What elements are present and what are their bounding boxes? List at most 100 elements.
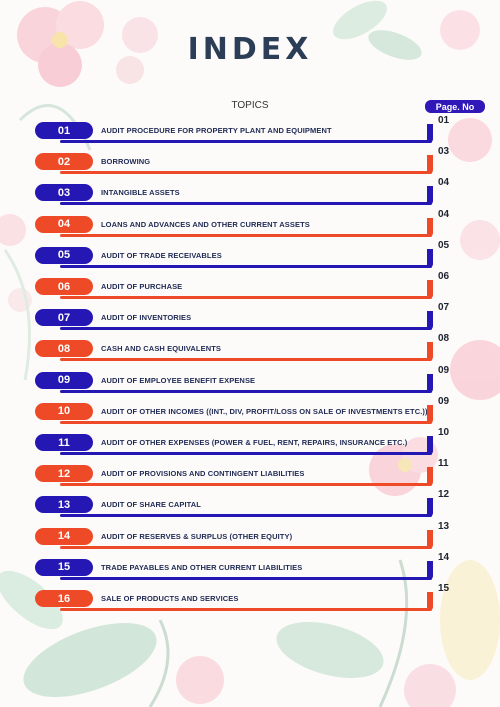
entry-topic: AUDIT OF TRADE RECEIVABLES bbox=[101, 250, 222, 260]
entry-number: 09 bbox=[35, 371, 93, 389]
index-row[interactable]: 08 CASH AND CASH EQUIVALENTS 08 bbox=[0, 333, 500, 362]
entry-connector bbox=[427, 592, 433, 611]
entry-page-number: 01 bbox=[438, 115, 450, 126]
entry-connector bbox=[427, 560, 433, 580]
entry-page-number: 05 bbox=[438, 239, 450, 251]
entry-underline bbox=[60, 264, 432, 268]
entry-underline bbox=[60, 452, 432, 455]
entry-page-number: 10 bbox=[438, 427, 450, 438]
page-title: INDEX bbox=[187, 32, 313, 67]
entry-topic: AUDIT OF EMPLOYEE BENEFIT EXPENSE bbox=[101, 375, 256, 385]
entry-topic: AUDIT OF OTHER EXPENSES (POWER & FUEL, R… bbox=[101, 438, 408, 447]
entry-page-number: 09 bbox=[438, 395, 450, 407]
entry-topic: AUDIT OF PROVISIONS AND CONTINGENT LIABI… bbox=[101, 469, 305, 479]
entry-topic: LOANS AND ADVANCES AND OTHER CURRENT ASS… bbox=[101, 219, 310, 229]
entry-number: 15 bbox=[35, 558, 93, 576]
entry-underline bbox=[60, 140, 432, 143]
entry-page-number: 06 bbox=[438, 271, 450, 282]
entry-connector bbox=[427, 280, 433, 299]
entry-topic: AUDIT OF SHARE CAPITAL bbox=[101, 500, 201, 510]
entry-connector bbox=[427, 498, 433, 518]
entry-connector bbox=[427, 342, 433, 362]
entry-underline bbox=[60, 296, 432, 299]
entry-topic: AUDIT PROCEDURE FOR PROPERTY PLANT AND E… bbox=[101, 126, 332, 135]
entry-topic: AUDIT OF INVENTORIES bbox=[101, 313, 192, 323]
entry-number: 13 bbox=[35, 496, 93, 514]
topics-header: TOPICS bbox=[231, 100, 269, 111]
entry-underline bbox=[60, 389, 432, 393]
index-row[interactable]: 14 AUDIT OF RESERVES & SURPLUS (OTHER EQU… bbox=[0, 521, 500, 549]
entry-number: 03 bbox=[35, 184, 93, 202]
index-row[interactable]: 03 INTANGIBLE ASSETS 04 bbox=[0, 177, 500, 206]
entry-connector bbox=[427, 248, 433, 268]
entry-connector bbox=[427, 217, 433, 237]
entry-number: 07 bbox=[35, 309, 93, 327]
entry-connector bbox=[427, 467, 433, 487]
entry-underline bbox=[60, 576, 432, 580]
entry-number: 10 bbox=[35, 402, 93, 420]
entry-number: 01 bbox=[35, 122, 93, 139]
index-row[interactable]: 10 AUDIT OF OTHER INCOMES ((INT., DIV, PR… bbox=[0, 396, 500, 424]
entry-underline bbox=[60, 420, 432, 424]
entry-number: 02 bbox=[35, 153, 93, 171]
entry-underline bbox=[60, 358, 432, 362]
entry-connector bbox=[427, 404, 433, 424]
entry-underline bbox=[60, 171, 432, 175]
entry-number: 08 bbox=[35, 340, 93, 358]
entry-connector bbox=[427, 186, 433, 206]
entry-page-number: 12 bbox=[438, 489, 450, 501]
index-row[interactable]: 16 SALE OF PRODUCTS AND SERVICES 15 bbox=[0, 583, 500, 611]
entry-page-number: 07 bbox=[438, 302, 450, 314]
leaf-decoration bbox=[333, 0, 500, 260]
entry-number: 06 bbox=[35, 278, 93, 295]
index-row[interactable]: 11 AUDIT OF OTHER EXPENSES (POWER & FUEL,… bbox=[0, 427, 500, 455]
entry-page-number: 15 bbox=[438, 583, 450, 594]
entry-page-number: 11 bbox=[438, 458, 449, 470]
entry-connector bbox=[427, 436, 433, 455]
entry-page-number: 04 bbox=[438, 208, 450, 220]
entry-topic: AUDIT OF OTHER INCOMES ((INT., DIV, PROF… bbox=[101, 406, 428, 416]
entry-connector bbox=[427, 124, 433, 143]
entry-number: 14 bbox=[35, 527, 93, 545]
entry-underline bbox=[60, 233, 432, 237]
index-row[interactable]: 04 LOANS AND ADVANCES AND OTHER CURRENT A… bbox=[0, 209, 500, 237]
index-row[interactable]: 05 AUDIT OF TRADE RECEIVABLES 05 bbox=[0, 240, 500, 268]
entry-page-number: 14 bbox=[438, 551, 450, 563]
entry-connector bbox=[427, 155, 433, 175]
index-row[interactable]: 13 AUDIT OF SHARE CAPITAL 12 bbox=[0, 489, 500, 518]
index-row[interactable]: 01 AUDIT PROCEDURE FOR PROPERTY PLANT AND… bbox=[0, 115, 500, 143]
entry-page-number: 03 bbox=[438, 146, 450, 158]
index-row[interactable]: 06 AUDIT OF PURCHASE 06 bbox=[0, 271, 500, 299]
entry-underline bbox=[60, 202, 432, 206]
bottom-leaf-decoration bbox=[0, 559, 500, 707]
entry-number: 12 bbox=[35, 465, 93, 483]
entry-page-number: 09 bbox=[438, 364, 450, 376]
entry-number: 05 bbox=[35, 246, 93, 264]
index-row[interactable]: 15 TRADE PAYABLES AND OTHER CURRENT LIABI… bbox=[0, 552, 500, 580]
entry-page-number: 04 bbox=[438, 177, 450, 189]
entry-number: 11 bbox=[35, 434, 93, 451]
entry-topic: SALE OF PRODUCTS AND SERVICES bbox=[101, 594, 239, 603]
entry-topic: AUDIT OF PURCHASE bbox=[101, 282, 183, 291]
flower-decoration bbox=[17, 1, 104, 87]
entry-connector bbox=[427, 529, 433, 549]
index-row[interactable]: 12 AUDIT OF PROVISIONS AND CONTINGENT LIA… bbox=[0, 458, 500, 487]
entry-underline bbox=[60, 608, 432, 611]
entry-number: 16 bbox=[35, 590, 93, 607]
entry-number: 04 bbox=[35, 215, 93, 233]
page-number-header: Page. No bbox=[425, 100, 485, 113]
entry-underline bbox=[60, 545, 432, 549]
entry-underline bbox=[60, 483, 432, 487]
entry-connector bbox=[427, 311, 433, 331]
index-row[interactable]: 09 AUDIT OF EMPLOYEE BENEFIT EXPENSE 09 bbox=[0, 365, 500, 393]
index-row[interactable]: 07 AUDIT OF INVENTORIES 07 bbox=[0, 302, 500, 331]
entry-connector bbox=[427, 373, 433, 393]
entry-topic: AUDIT OF RESERVES & SURPLUS (OTHER EQUIT… bbox=[101, 531, 293, 541]
entry-underline bbox=[60, 514, 432, 518]
entry-topic: CASH AND CASH EQUIVALENTS bbox=[101, 344, 222, 354]
index-row[interactable]: 02 BORROWING 03 bbox=[0, 146, 500, 175]
entry-topic: TRADE PAYABLES AND OTHER CURRENT LIABILI… bbox=[101, 562, 303, 572]
entry-underline bbox=[60, 327, 432, 331]
entry-topic: INTANGIBLE ASSETS bbox=[101, 188, 180, 198]
